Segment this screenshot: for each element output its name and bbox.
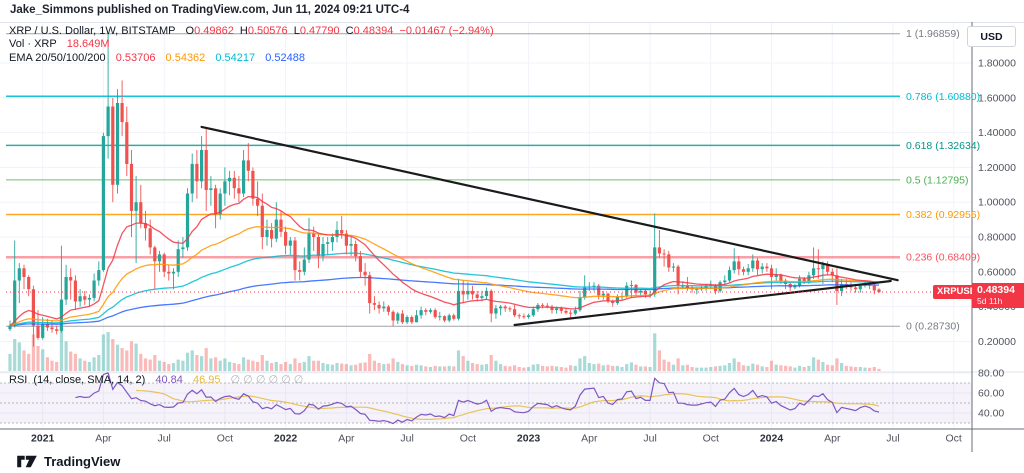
triangle-trendlines	[200, 125, 899, 327]
time-tick-label: Oct	[460, 433, 476, 445]
time-tick-label: 2023	[517, 433, 541, 445]
price-tick-label: 0.60000	[978, 266, 1016, 278]
price-tick-label: 1.60000	[978, 92, 1016, 104]
rsi-band	[0, 383, 972, 423]
ema-100-line	[9, 252, 880, 327]
time-tick-label: Apr	[824, 433, 841, 445]
time-tick-label: Apr	[338, 433, 355, 445]
fib-level-labels: 1 (1.96859) 0.786 (1.60880) 0.618 (1.32634…	[906, 28, 980, 333]
fib-label: 0.786 (1.60880)	[906, 91, 980, 103]
price-tick-label: 0.80000	[978, 232, 1016, 244]
time-tick-label: Apr	[95, 433, 112, 445]
tradingview-logo-icon	[16, 454, 38, 469]
bar-countdown: 5d 11h	[977, 296, 1003, 306]
time-tick-label: Oct	[217, 433, 233, 445]
fib-label: 0 (0.28730)	[906, 321, 960, 333]
rsi-line-group	[75, 372, 880, 425]
time-tick-label: 2022	[274, 433, 298, 445]
rsi-pane	[0, 382, 972, 424]
currency-usd-button[interactable]: USD	[967, 26, 1016, 47]
ema-lines	[9, 195, 880, 327]
rsi-tick-label: 60.00	[978, 388, 1004, 400]
last-price-axis-tag: 0.48394 5d 11h	[972, 283, 1024, 308]
price-tick-label: 0.20000	[978, 336, 1016, 348]
time-axis-labels[interactable]: 2021 Apr Jul Oct 2022 Apr Jul Oct 2023 Apr Jul Oct 2…	[31, 433, 962, 445]
candlestick-series	[8, 33, 881, 347]
time-tick-label: 2021	[31, 433, 55, 445]
ema-20-line	[9, 195, 880, 327]
chart-canvas[interactable]: 1.80000 1.60000 1.40000 1.20000 1.00000 0.800…	[0, 22, 1024, 452]
rsi-ma-line	[136, 389, 880, 420]
fib-label: 0.236 (0.68409)	[906, 252, 980, 264]
volume-series	[8, 331, 881, 371]
rsi-tick-label: 80.00	[978, 368, 1004, 380]
trendline	[200, 125, 899, 282]
price-line-symbol-flag[interactable]: XRPUSD	[933, 285, 981, 299]
price-tick-label: 1.40000	[978, 127, 1016, 139]
last-price-value: 0.48394	[977, 284, 1015, 296]
time-tick-label: Jul	[157, 433, 170, 445]
rsi-line	[75, 372, 880, 425]
price-tick-label: 1.20000	[978, 162, 1016, 174]
fib-label: 0.382 (0.92956)	[906, 209, 980, 221]
price-tick-label: 1.00000	[978, 197, 1016, 209]
time-tick-label: Jul	[886, 433, 899, 445]
price-tick-label: 1.80000	[978, 58, 1016, 70]
time-tick-label: Jul	[643, 433, 656, 445]
trendline	[513, 279, 892, 327]
time-tick-label: 2024	[760, 433, 784, 445]
fib-label: 0.618 (1.32634)	[906, 140, 980, 152]
time-tick-label: Oct	[946, 433, 962, 445]
fib-label: 0.5 (1.12795)	[906, 174, 968, 186]
price-axis-labels[interactable]: 1.80000 1.60000 1.40000 1.20000 1.00000 0.800…	[978, 58, 1016, 420]
time-tick-label: Oct	[703, 433, 719, 445]
tradingview-logo-text: TradingView	[44, 453, 121, 469]
time-tick-label: Jul	[400, 433, 413, 445]
tradingview-logo-link[interactable]: TradingView	[16, 452, 120, 470]
ema-200-line	[9, 276, 880, 327]
rsi-tick-label: 40.00	[978, 408, 1004, 420]
ema-50-line	[9, 225, 880, 327]
attribution: Jake_Simmons published on TradingView.co…	[10, 4, 410, 16]
fib-label: 1 (1.96859)	[906, 28, 960, 40]
time-tick-label: Apr	[581, 433, 598, 445]
